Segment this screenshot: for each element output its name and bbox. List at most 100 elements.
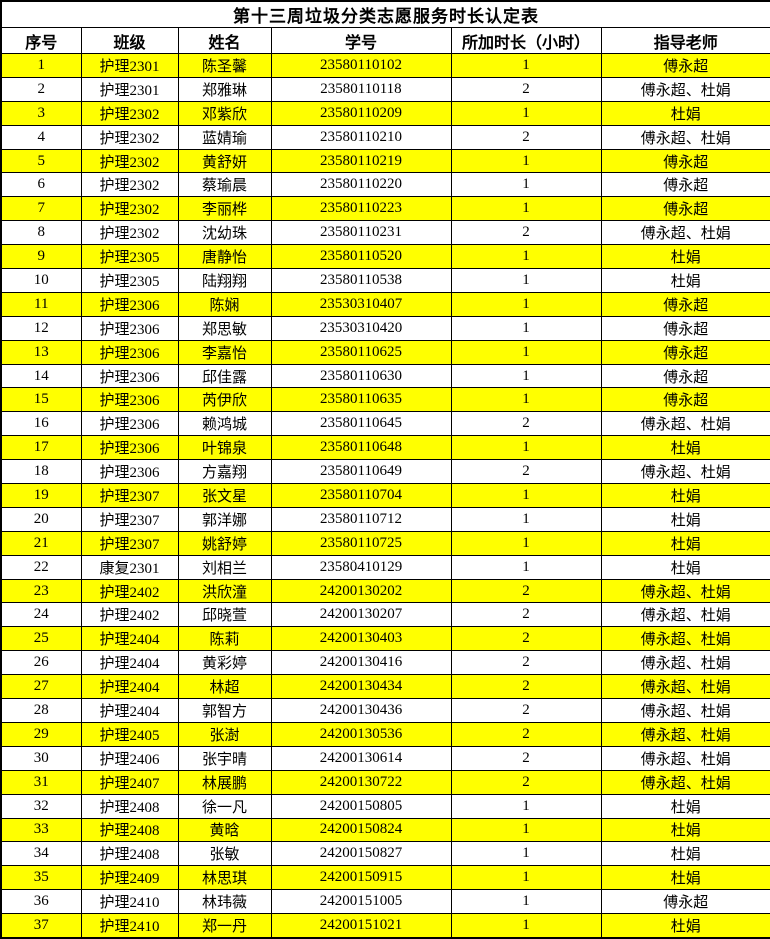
cell-student-id: 24200150805 <box>270 793 452 819</box>
cell-index: 4 <box>0 124 82 150</box>
cell-class: 护理2306 <box>80 363 179 389</box>
cell-index: 20 <box>0 506 82 532</box>
table-row: 35 护理2409 林思琪 24200150915 1 杜娟 <box>0 865 770 891</box>
cell-teacher: 傅永超 <box>600 363 770 389</box>
cell-student-id: 24200130207 <box>270 602 452 628</box>
title-row: 第十三周垃圾分类志愿服务时长认定表 <box>0 0 770 28</box>
cell-student-id: 23580410129 <box>270 554 452 580</box>
cell-student-id: 23580110520 <box>270 244 452 270</box>
cell-class: 护理2404 <box>80 698 179 723</box>
cell-index: 22 <box>0 554 82 580</box>
cell-class: 护理2306 <box>80 459 179 485</box>
cell-index: 11 <box>0 291 82 317</box>
cell-name: 赖鸿城 <box>177 411 272 437</box>
cell-student-id: 24200151021 <box>270 913 452 939</box>
table-row: 16 护理2306 赖鸿城 23580110645 2 傅永超、杜娟 <box>0 411 770 437</box>
table-row: 10 护理2305 陆翔翔 23580110538 1 杜娟 <box>0 268 770 293</box>
table-row: 1 护理2301 陈圣馨 23580110102 1 傅永超 <box>0 53 770 78</box>
cell-hours: 1 <box>450 387 602 413</box>
cell-index: 29 <box>0 721 82 747</box>
cell-teacher: 杜娟 <box>600 268 770 293</box>
cell-student-id: 23580110210 <box>270 124 452 150</box>
cell-teacher: 傅永超 <box>600 196 770 222</box>
cell-name: 蔡瑜晨 <box>177 172 272 198</box>
table-row: 5 护理2302 黄舒妍 23580110219 1 傅永超 <box>0 148 770 174</box>
column-header-student-id: 学号 <box>270 27 452 54</box>
cell-class: 护理2402 <box>80 578 179 604</box>
cell-student-id: 23580110648 <box>270 435 452 461</box>
cell-student-id: 23580110102 <box>270 53 452 78</box>
cell-student-id: 23580110725 <box>270 530 452 556</box>
cell-index: 33 <box>0 817 82 843</box>
cell-hours: 1 <box>450 172 602 198</box>
cell-hours: 1 <box>450 506 602 532</box>
cell-teacher: 傅永超、杜娟 <box>600 220 770 246</box>
cell-class: 护理2301 <box>80 53 179 78</box>
cell-index: 25 <box>0 626 82 652</box>
cell-hours: 2 <box>450 626 602 652</box>
cell-teacher: 傅永超、杜娟 <box>600 459 770 485</box>
table-row: 24 护理2402 邱晓萱 24200130207 2 傅永超、杜娟 <box>0 602 770 628</box>
cell-name: 唐静怡 <box>177 244 272 270</box>
cell-name: 陈圣馨 <box>177 53 272 78</box>
table-row: 4 护理2302 蓝婧瑜 23580110210 2 傅永超、杜娟 <box>0 124 770 150</box>
table-row: 23 护理2402 洪欣潼 24200130202 2 傅永超、杜娟 <box>0 578 770 604</box>
cell-teacher: 傅永超、杜娟 <box>600 745 770 771</box>
cell-student-id: 23580110231 <box>270 220 452 246</box>
table-row: 34 护理2408 张敏 24200150827 1 杜娟 <box>0 841 770 867</box>
cell-class: 护理2302 <box>80 220 179 246</box>
cell-teacher: 杜娟 <box>600 793 770 819</box>
column-header-class: 班级 <box>80 27 179 54</box>
cell-name: 林思琪 <box>177 865 272 891</box>
cell-index: 17 <box>0 435 82 461</box>
table-row: 6 护理2302 蔡瑜晨 23580110220 1 傅永超 <box>0 172 770 198</box>
cell-index: 9 <box>0 244 82 270</box>
cell-index: 24 <box>0 602 82 628</box>
column-header-hours: 所加时长（小时） <box>450 27 602 54</box>
cell-index: 28 <box>0 698 82 723</box>
cell-index: 2 <box>0 76 82 102</box>
cell-teacher: 杜娟 <box>600 841 770 867</box>
cell-index: 14 <box>0 363 82 389</box>
cell-name: 陈莉 <box>177 626 272 652</box>
cell-hours: 2 <box>450 650 602 676</box>
cell-index: 27 <box>0 674 82 700</box>
cell-name: 蓝婧瑜 <box>177 124 272 150</box>
cell-teacher: 傅永超、杜娟 <box>600 769 770 795</box>
cell-student-id: 23580110630 <box>270 363 452 389</box>
cell-class: 护理2404 <box>80 626 179 652</box>
cell-student-id: 24200150827 <box>270 841 452 867</box>
cell-name: 方嘉翔 <box>177 459 272 485</box>
cell-hours: 1 <box>450 244 602 270</box>
table-head: 第十三周垃圾分类志愿服务时长认定表 序号 班级 姓名 学号 所加时长（小时） 指导老师 <box>0 0 770 54</box>
cell-hours: 1 <box>450 865 602 891</box>
cell-hours: 1 <box>450 793 602 819</box>
cell-hours: 2 <box>450 769 602 795</box>
cell-class: 护理2302 <box>80 172 179 198</box>
table-row: 18 护理2306 方嘉翔 23580110649 2 傅永超、杜娟 <box>0 459 770 485</box>
cell-hours: 2 <box>450 721 602 747</box>
cell-class: 护理2301 <box>80 76 179 102</box>
cell-teacher: 杜娟 <box>600 100 770 126</box>
cell-name: 洪欣潼 <box>177 578 272 604</box>
cell-class: 护理2302 <box>80 100 179 126</box>
cell-hours: 1 <box>450 841 602 867</box>
table-row: 12 护理2306 郑思敏 23530310420 1 傅永超 <box>0 315 770 341</box>
cell-name: 郭智方 <box>177 698 272 723</box>
cell-index: 37 <box>0 913 82 939</box>
cell-class: 护理2305 <box>80 244 179 270</box>
cell-index: 3 <box>0 100 82 126</box>
column-header-name: 姓名 <box>177 27 272 54</box>
cell-name: 芮伊欣 <box>177 387 272 413</box>
cell-name: 李嘉怡 <box>177 339 272 365</box>
cell-teacher: 傅永超 <box>600 291 770 317</box>
cell-name: 黄舒妍 <box>177 148 272 174</box>
cell-teacher: 傅永超、杜娟 <box>600 698 770 723</box>
cell-hours: 1 <box>450 100 602 126</box>
cell-hours: 2 <box>450 698 602 723</box>
table-row: 32 护理2408 徐一凡 24200150805 1 杜娟 <box>0 793 770 819</box>
cell-index: 7 <box>0 196 82 222</box>
cell-hours: 1 <box>450 554 602 580</box>
cell-hours: 1 <box>450 913 602 939</box>
cell-class: 护理2410 <box>80 913 179 939</box>
